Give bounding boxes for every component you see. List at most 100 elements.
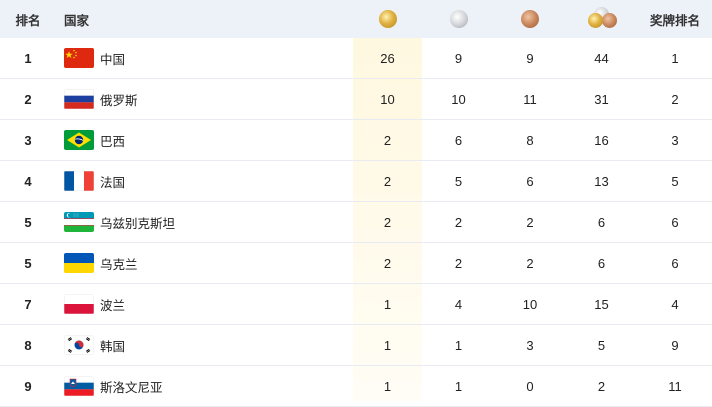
total-count: 15 xyxy=(594,296,609,312)
bronze-count: 9 xyxy=(526,50,534,66)
bronze-medal-icon xyxy=(521,10,539,28)
total-header[interactable] xyxy=(565,6,638,32)
country-name[interactable]: 中国 xyxy=(100,52,126,67)
rank-cell: 7 xyxy=(24,296,32,312)
table-row[interactable]: 7 波兰 1 4 10 15 4 xyxy=(0,284,712,325)
gold-column-highlight xyxy=(353,0,422,401)
silver-count: 1 xyxy=(454,337,463,353)
rank-cell: 3 xyxy=(24,132,32,148)
silver-medal-icon xyxy=(449,10,468,28)
rank-cell: 9 xyxy=(24,378,32,394)
table-row[interactable]: 5 乌兹别克斯坦 2 2 2 6 6 xyxy=(0,202,712,243)
silver-count: 9 xyxy=(454,50,463,66)
total-count: 13 xyxy=(594,173,609,189)
bronze-header[interactable] xyxy=(495,10,565,28)
uzbekistan-flag xyxy=(64,212,94,232)
silver-count: 2 xyxy=(454,255,463,271)
country-cell[interactable]: 乌克兰 xyxy=(56,253,353,273)
country-cell[interactable]: 韩国 xyxy=(56,335,353,355)
gold-count: 1 xyxy=(383,337,392,353)
country-cell[interactable]: 中国 xyxy=(56,48,353,68)
silver-count: 1 xyxy=(454,378,463,394)
table-row[interactable]: 8 韩国 1 1 3 5 9 xyxy=(0,325,712,366)
total-count: 5 xyxy=(597,337,606,353)
silver-count: 4 xyxy=(454,296,463,312)
rank-cell: 2 xyxy=(24,91,32,107)
total-count: 6 xyxy=(597,255,606,271)
gold-count: 2 xyxy=(383,132,392,148)
all-medals-icon xyxy=(585,6,619,29)
rank-header: 排名 xyxy=(15,13,41,28)
gold-count: 1 xyxy=(383,378,392,394)
country-name[interactable]: 乌克兰 xyxy=(100,257,138,272)
bronze-count: 3 xyxy=(526,337,534,353)
country-cell[interactable]: 巴西 xyxy=(56,130,353,150)
country-cell[interactable]: 法国 xyxy=(56,171,353,191)
medal-rank-cell: 3 xyxy=(671,132,679,148)
brazil-flag xyxy=(64,130,94,150)
ukraine-flag xyxy=(64,253,94,273)
table-header: 排名 国家 奖牌排名 xyxy=(0,0,712,38)
medal-rank-header[interactable]: 奖牌排名 xyxy=(649,13,700,28)
bronze-count: 11 xyxy=(523,91,537,107)
slovenia-flag xyxy=(64,376,94,396)
total-count: 16 xyxy=(594,132,609,148)
medal-rank-cell: 5 xyxy=(671,173,679,189)
rank-cell: 5 xyxy=(24,214,32,230)
medal-rank-cell: 6 xyxy=(671,214,679,230)
table-row[interactable]: 3 巴西 2 6 8 16 3 xyxy=(0,120,712,161)
medal-rank-cell: 1 xyxy=(671,50,679,66)
medal-rank-cell: 6 xyxy=(671,255,679,271)
silver-header[interactable] xyxy=(422,10,495,28)
total-count: 6 xyxy=(597,214,606,230)
table-row[interactable]: 4 法国 2 5 6 13 5 xyxy=(0,161,712,202)
table-row[interactable]: 2 俄罗斯 10 10 11 31 2 xyxy=(0,79,712,120)
gold-count: 10 xyxy=(380,91,395,107)
country-name[interactable]: 韩国 xyxy=(100,339,126,354)
table-row[interactable]: 1 中国 26 9 9 44 1 xyxy=(0,38,712,79)
china-flag xyxy=(64,48,94,68)
rank-cell: 5 xyxy=(24,255,32,271)
medal-rank-cell: 11 xyxy=(668,378,682,394)
country-cell[interactable]: 俄罗斯 xyxy=(56,89,353,109)
country-cell[interactable]: 波兰 xyxy=(56,294,353,314)
total-count: 31 xyxy=(594,91,609,107)
rank-cell: 4 xyxy=(24,173,32,189)
country-name[interactable]: 法国 xyxy=(100,175,126,190)
bronze-count: 10 xyxy=(522,296,538,312)
silver-count: 2 xyxy=(454,214,463,230)
france-flag xyxy=(64,171,94,191)
poland-flag xyxy=(64,294,94,314)
silver-count: 5 xyxy=(454,173,463,189)
country-cell[interactable]: 斯洛文尼亚 xyxy=(56,376,353,396)
medal-rank-cell: 4 xyxy=(671,296,679,312)
bronze-count: 6 xyxy=(526,173,534,189)
country-name[interactable]: 波兰 xyxy=(100,298,126,313)
total-count: 44 xyxy=(594,50,609,66)
south-korea-flag xyxy=(64,335,94,355)
country-name[interactable]: 斯洛文尼亚 xyxy=(100,380,163,395)
silver-count: 10 xyxy=(451,91,466,107)
gold-count: 2 xyxy=(383,214,392,230)
country-name[interactable]: 巴西 xyxy=(100,134,126,149)
country-cell[interactable]: 乌兹别克斯坦 xyxy=(56,212,353,232)
bronze-count: 8 xyxy=(526,132,534,148)
silver-count: 6 xyxy=(454,132,463,148)
gold-count: 2 xyxy=(383,255,392,271)
medal-rank-cell: 9 xyxy=(671,337,679,353)
rank-cell: 8 xyxy=(24,337,32,353)
medal-rank-cell: 2 xyxy=(671,91,679,107)
bronze-count: 0 xyxy=(526,378,534,394)
country-name[interactable]: 乌兹别克斯坦 xyxy=(100,216,176,231)
country-name[interactable]: 俄罗斯 xyxy=(100,93,138,108)
gold-count: 2 xyxy=(383,173,392,189)
russia-flag xyxy=(64,89,94,109)
gold-count: 26 xyxy=(380,50,395,66)
rank-cell: 1 xyxy=(24,50,32,66)
table-row[interactable]: 5 乌克兰 2 2 2 6 6 xyxy=(0,243,712,284)
gold-medal-icon xyxy=(378,10,397,28)
gold-header[interactable] xyxy=(353,10,422,28)
gold-count: 1 xyxy=(383,296,392,312)
country-header: 国家 xyxy=(64,13,90,28)
